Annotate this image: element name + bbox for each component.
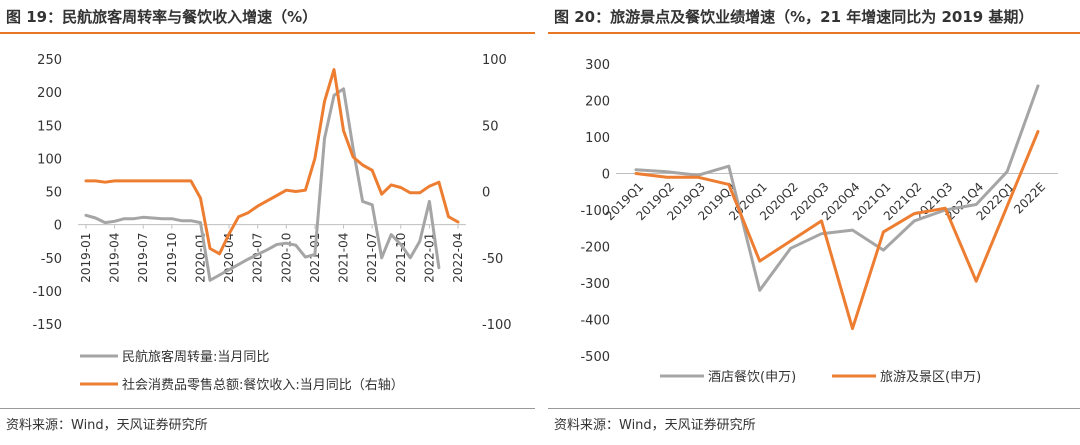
series-line-0 <box>634 84 1040 292</box>
y-left-tick-label: -100 <box>32 285 62 300</box>
title-rule <box>0 32 535 34</box>
y-left-tick-label: 0 <box>54 219 62 234</box>
y-left-tick-label: 200 <box>37 86 62 101</box>
legend-label: 社会消费品零售总额:餐饮收入:当月同比（右轴） <box>122 377 404 393</box>
x-tick-label: 2021-10 <box>394 233 408 283</box>
chart-title: 图 20：旅游景点及餐饮业绩增速（%，21 年增速同比为 2019 基期） <box>554 8 1034 26</box>
chart-panel-left: 图 19：民航旅客周转率与餐饮收入增速（%） -150 -100 -50 0 50 100… <box>0 0 535 445</box>
chart-panel-right: 图 20：旅游景点及餐饮业绩增速（%，21 年增速同比为 2019 基期） -5… <box>548 0 1080 445</box>
y-tick-label: -300 <box>580 277 610 292</box>
y-tick-label: -200 <box>580 241 610 256</box>
x-tick-label: 2021-07 <box>365 233 379 283</box>
y-tick-label: -500 <box>580 350 610 365</box>
y-right-tick-label: 100 <box>482 53 507 68</box>
legend-label: 民航旅客周转量:当月同比 <box>122 349 269 365</box>
y-left-tick-label: 100 <box>37 152 62 167</box>
x-tick-label: 2021-01 <box>308 233 322 283</box>
y-left-tick-label: 50 <box>45 186 62 201</box>
x-tick-label: 2019-07 <box>136 233 150 283</box>
chart-svg-left: -150 -100 -50 0 50 100 150 200 250 -100 -50 0 50 100 2… <box>32 53 512 393</box>
chart-svg-right: -500-400-300-200-10001002003002019Q12019… <box>580 58 1058 385</box>
y-right-tick-label: -100 <box>482 318 512 333</box>
chart-source: 资料来源：Wind，天风证券研究所 <box>6 418 208 433</box>
y-tick-label: 100 <box>585 131 610 146</box>
x-tick-label: 2019-04 <box>108 233 122 283</box>
x-tick-label: 2019-01 <box>79 233 93 283</box>
y-tick-label: 200 <box>585 95 610 110</box>
x-tick-label: 2020-07 <box>251 233 265 283</box>
legend-label: 旅游及景区(申万) <box>880 370 981 385</box>
chart-title: 图 19：民航旅客周转率与餐饮收入增速（%） <box>6 8 318 26</box>
y-left-tick-label: -50 <box>41 252 62 267</box>
x-tick-label: 2022-01 <box>422 233 436 283</box>
series-line-0 <box>84 87 441 282</box>
x-tick-label: 2020-04 <box>222 233 236 283</box>
chart-source: 资料来源：Wind，天风证券研究所 <box>554 418 756 433</box>
y-tick-label: 0 <box>602 168 610 183</box>
y-left-tick-label: 150 <box>37 119 62 134</box>
y-left-tick-label: 250 <box>37 53 62 68</box>
title-rule <box>548 32 1080 34</box>
y-left-tick-label: -150 <box>32 318 62 333</box>
series-line-1 <box>634 130 1040 331</box>
y-tick-label: 300 <box>585 58 610 73</box>
y-tick-label: -100 <box>580 204 610 219</box>
x-tick-label: 2020-10 <box>279 233 293 283</box>
legend-label: 酒店餐饮(申万) <box>708 369 796 385</box>
series-line-1 <box>84 68 460 256</box>
y-right-tick-label: 0 <box>482 186 490 201</box>
x-tick-label: 2021-04 <box>337 233 351 283</box>
source-rule <box>0 408 535 409</box>
source-rule <box>548 408 1080 409</box>
x-tick-label: 2019-10 <box>165 233 179 283</box>
y-right-tick-label: 50 <box>482 119 499 134</box>
x-tick-label: 2022-04 <box>451 233 465 283</box>
y-right-tick-label: -50 <box>482 252 503 267</box>
y-tick-label: -400 <box>580 314 610 329</box>
